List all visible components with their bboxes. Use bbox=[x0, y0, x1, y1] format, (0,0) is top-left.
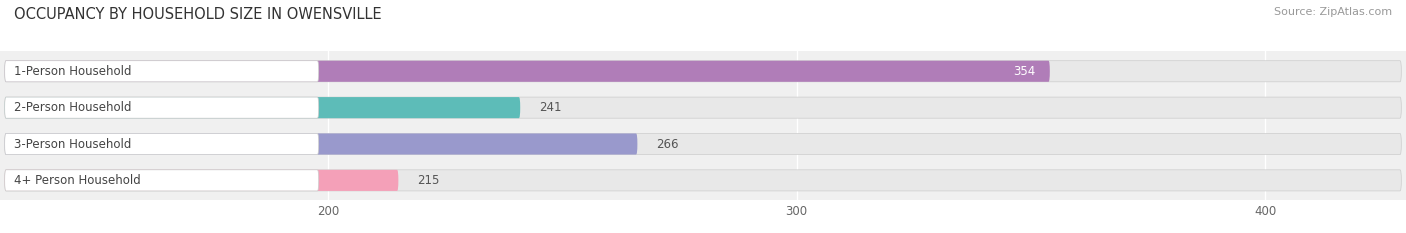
Text: 241: 241 bbox=[538, 101, 561, 114]
Text: OCCUPANCY BY HOUSEHOLD SIZE IN OWENSVILLE: OCCUPANCY BY HOUSEHOLD SIZE IN OWENSVILL… bbox=[14, 7, 381, 22]
Text: Source: ZipAtlas.com: Source: ZipAtlas.com bbox=[1274, 7, 1392, 17]
FancyBboxPatch shape bbox=[4, 134, 637, 154]
Text: 266: 266 bbox=[657, 137, 679, 151]
FancyBboxPatch shape bbox=[4, 134, 1402, 154]
FancyBboxPatch shape bbox=[4, 134, 319, 154]
FancyBboxPatch shape bbox=[4, 97, 1402, 118]
FancyBboxPatch shape bbox=[4, 170, 319, 191]
FancyBboxPatch shape bbox=[4, 61, 1050, 82]
Text: 215: 215 bbox=[418, 174, 440, 187]
Text: 4+ Person Household: 4+ Person Household bbox=[14, 174, 141, 187]
Text: 2-Person Household: 2-Person Household bbox=[14, 101, 132, 114]
FancyBboxPatch shape bbox=[4, 170, 398, 191]
Text: 1-Person Household: 1-Person Household bbox=[14, 65, 132, 78]
FancyBboxPatch shape bbox=[4, 97, 319, 118]
FancyBboxPatch shape bbox=[4, 170, 1402, 191]
FancyBboxPatch shape bbox=[4, 97, 520, 118]
FancyBboxPatch shape bbox=[4, 61, 1402, 82]
Text: 3-Person Household: 3-Person Household bbox=[14, 137, 131, 151]
FancyBboxPatch shape bbox=[4, 61, 319, 82]
Text: 354: 354 bbox=[1014, 65, 1036, 78]
